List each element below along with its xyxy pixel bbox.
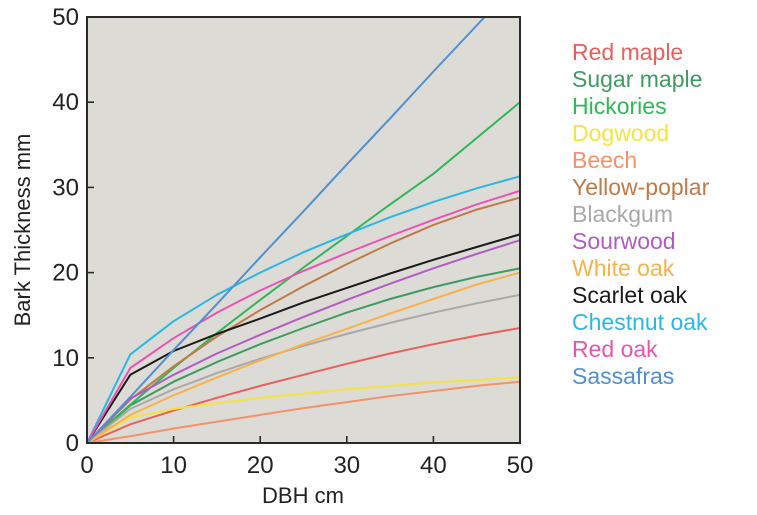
legend-item-red-maple: Red maple bbox=[572, 39, 683, 65]
y-tick-label: 40 bbox=[52, 89, 79, 116]
series-line-blackgum bbox=[87, 293, 520, 443]
series-line-red-maple bbox=[87, 327, 520, 443]
y-tick-label: 50 bbox=[52, 4, 79, 31]
series-line-scarlet-oak bbox=[87, 233, 520, 443]
x-tick-label: 20 bbox=[247, 452, 274, 479]
axis-layer: 0 10 20 30 40 50 0 10 20 30 40 50 bbox=[52, 4, 533, 479]
legend-item-hickories: Hickories bbox=[572, 93, 667, 119]
series-line-sassafras bbox=[87, 17, 486, 443]
y-axis-label: Bark Thickness mm bbox=[10, 134, 35, 327]
legend-item-sourwood: Sourwood bbox=[572, 228, 676, 254]
legend-item-chestnut-oak: Chestnut oak bbox=[572, 309, 708, 335]
legend-item-sassafras: Sassafras bbox=[572, 363, 674, 389]
plot-frame bbox=[86, 16, 521, 444]
y-tick-label: 20 bbox=[52, 260, 79, 287]
legend-item-scarlet-oak: Scarlet oak bbox=[572, 282, 688, 308]
x-tick-label: 30 bbox=[333, 452, 360, 479]
series-line-white-oak bbox=[87, 271, 520, 443]
legend-item-dogwood: Dogwood bbox=[572, 120, 669, 146]
series-line-dogwood bbox=[87, 376, 520, 443]
x-axis-label: DBH cm bbox=[262, 483, 344, 508]
x-tick-label: 0 bbox=[80, 452, 93, 479]
legend-item-blackgum: Blackgum bbox=[572, 201, 673, 227]
series-line-hickories bbox=[87, 101, 520, 443]
plot-area bbox=[87, 17, 520, 443]
legend-item-beech: Beech bbox=[572, 147, 637, 173]
legend-item-white-oak: White oak bbox=[572, 255, 675, 281]
legend-item-red-oak: Red oak bbox=[572, 336, 658, 362]
legend-item-yellow-poplar: Yellow-poplar bbox=[572, 174, 710, 200]
y-tick-label: 10 bbox=[52, 345, 79, 372]
series-line-chestnut-oak bbox=[87, 175, 520, 443]
series-line-yellow-poplar bbox=[87, 196, 520, 443]
series-layer bbox=[87, 17, 520, 443]
x-tick-label: 40 bbox=[420, 452, 447, 479]
series-line-beech bbox=[87, 380, 520, 443]
y-tick-label: 30 bbox=[52, 174, 79, 201]
series-line-sugar-maple bbox=[87, 267, 520, 443]
legend-item-sugar-maple: Sugar maple bbox=[572, 66, 702, 92]
series-line-sourwood bbox=[87, 239, 520, 443]
series-line-red-oak bbox=[87, 189, 520, 443]
x-tick-label: 50 bbox=[507, 452, 534, 479]
y-tick-label: 0 bbox=[66, 430, 79, 457]
x-tick-label: 10 bbox=[160, 452, 187, 479]
